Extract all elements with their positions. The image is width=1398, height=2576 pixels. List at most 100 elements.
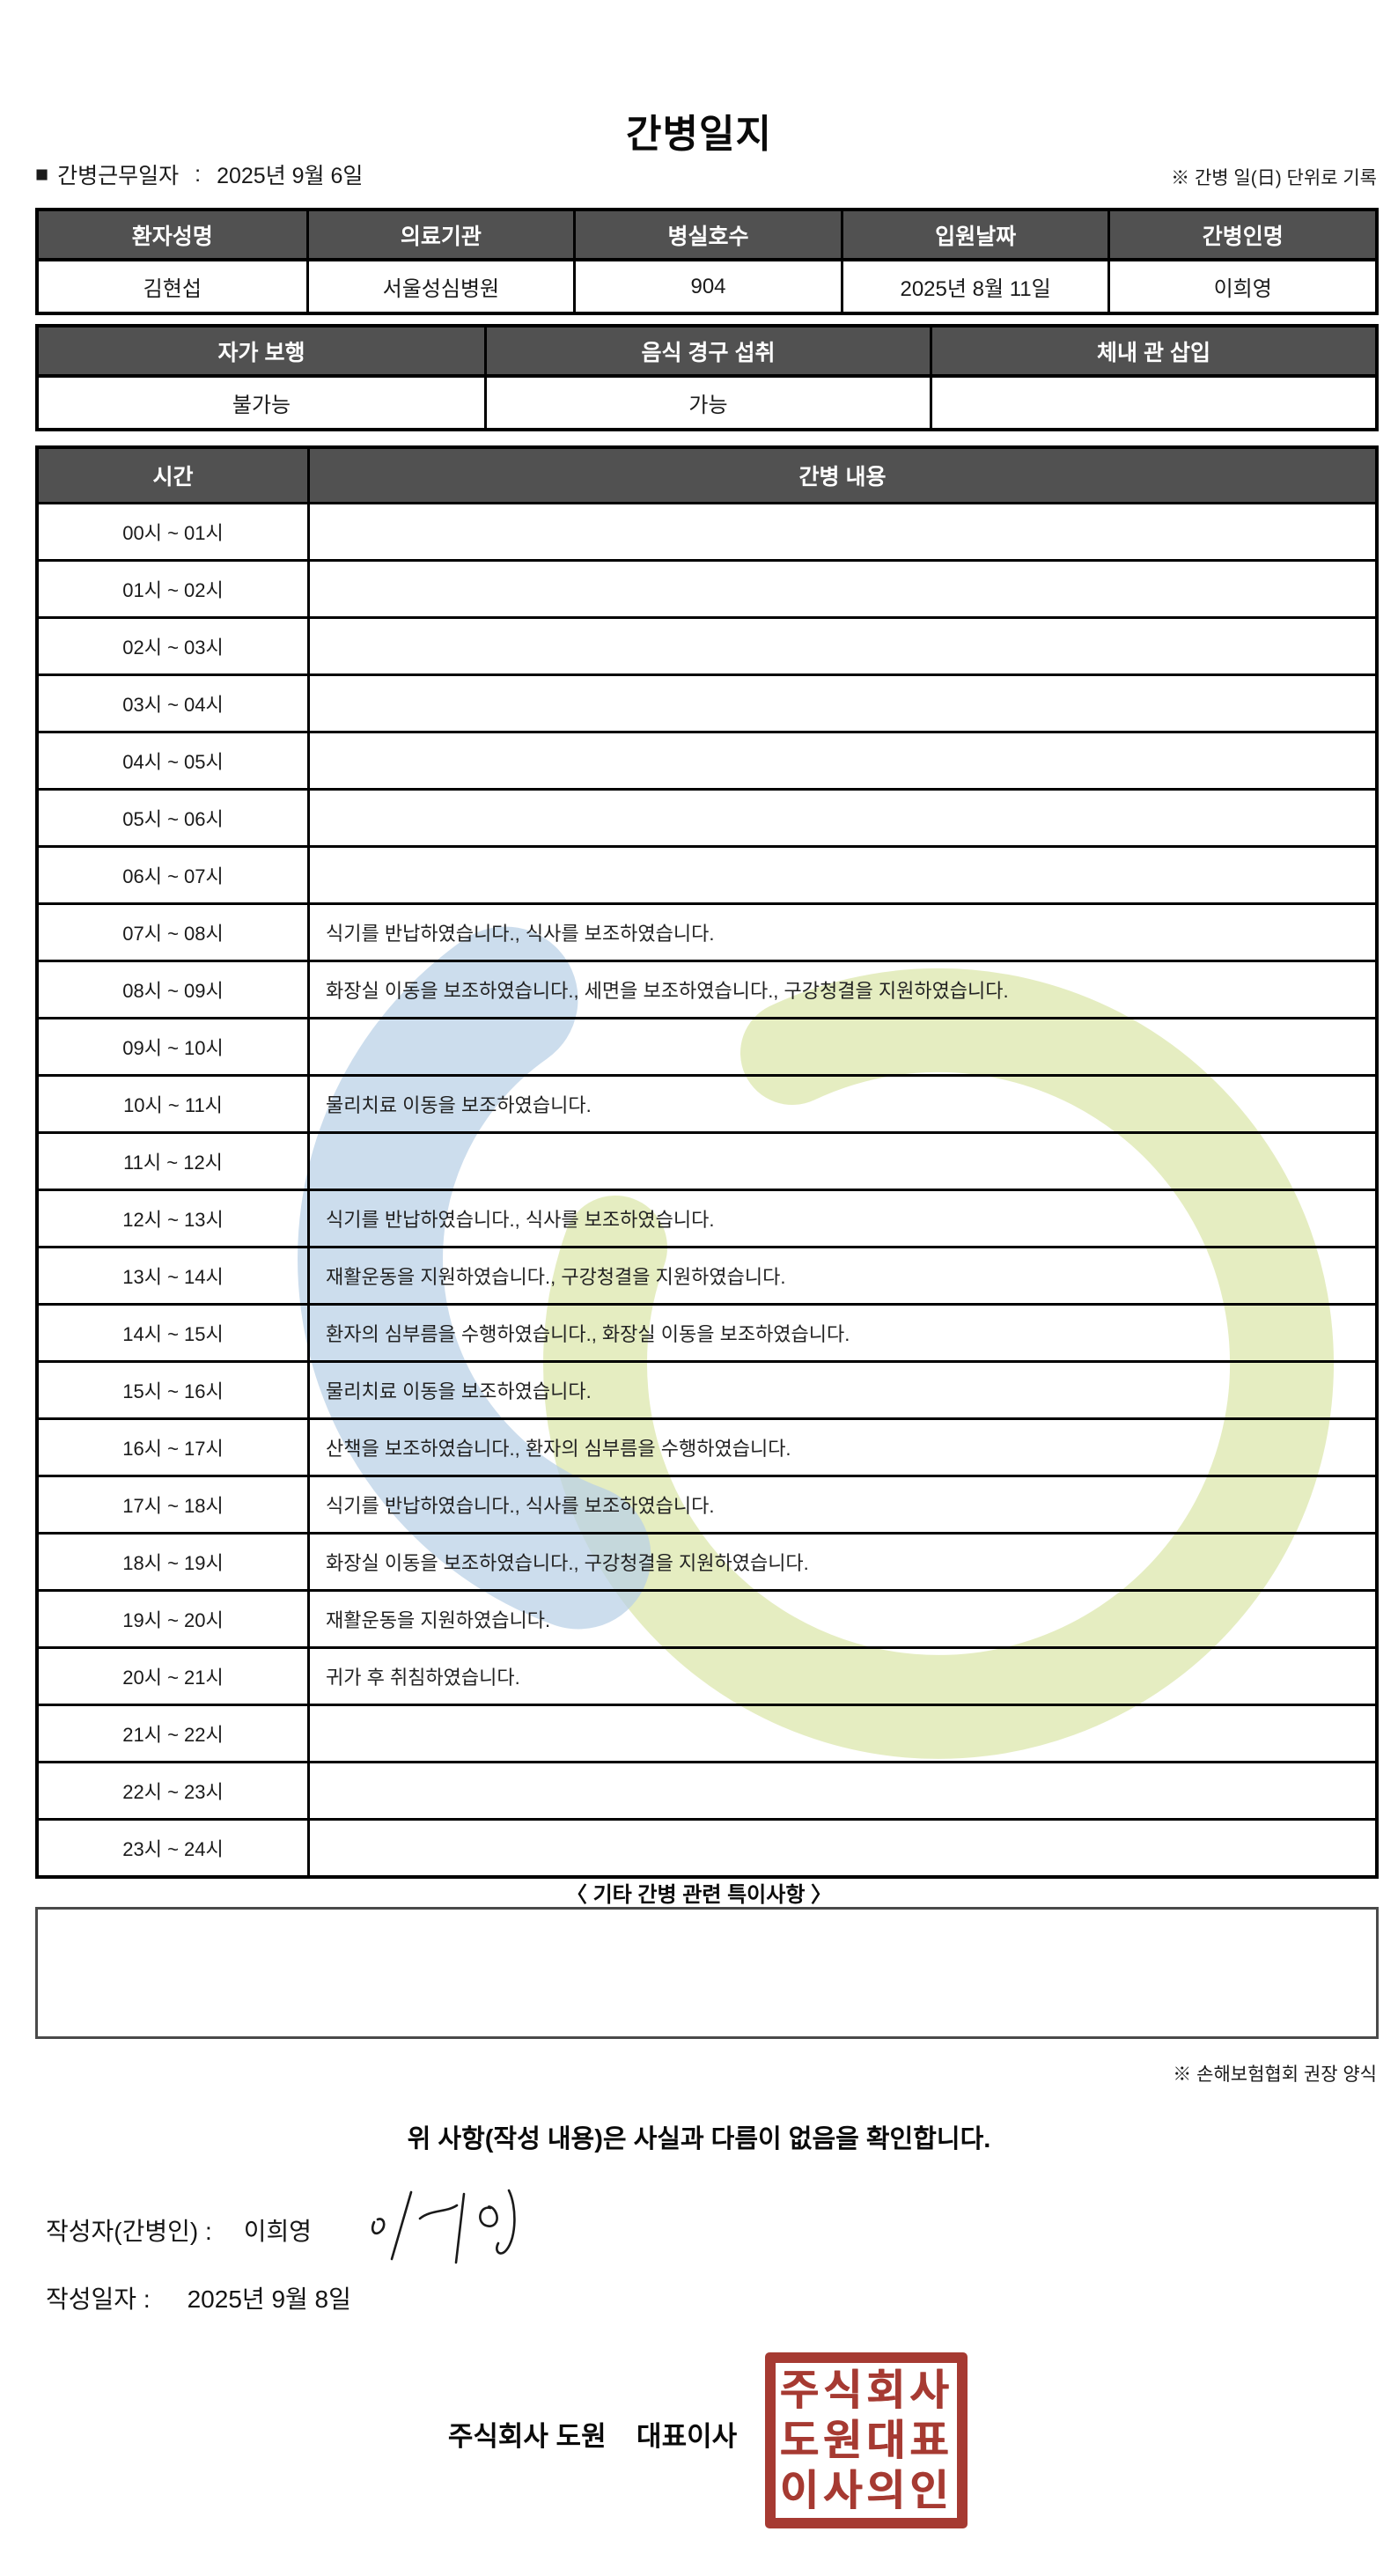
time-range: 23시 ~ 24시 xyxy=(39,1818,307,1875)
care-content xyxy=(307,1761,1375,1818)
care-log-row: 10시 ~ 11시 물리치료 이동을 보조하였습니다. xyxy=(39,1074,1375,1131)
time-range: 20시 ~ 21시 xyxy=(39,1646,307,1704)
condition-table-value-cell xyxy=(930,378,1375,428)
care-log-row: 14시 ~ 15시 환자의 심부름을 수행하였습니다., 화장실 이동을 보조하… xyxy=(39,1303,1375,1360)
care-log-row: 08시 ~ 09시 화장실 이동을 보조하였습니다., 세면을 보조하였습니다.… xyxy=(39,960,1375,1017)
patient-table-header-cell: 간병인명 xyxy=(1107,211,1375,261)
time-range: 07시 ~ 08시 xyxy=(39,902,307,960)
care-log-row: 06시 ~ 07시 xyxy=(39,845,1375,902)
care-log-row: 00시 ~ 01시 xyxy=(39,502,1375,559)
care-log-rows: 00시 ~ 01시 01시 ~ 02시 02시 ~ 03시 03시 ~ 04시 … xyxy=(39,502,1375,1875)
time-range: 06시 ~ 07시 xyxy=(39,845,307,902)
care-content: 산책을 보조하였습니다., 환자의 심부름을 수행하였습니다. xyxy=(307,1417,1375,1475)
time-range: 21시 ~ 22시 xyxy=(39,1704,307,1761)
patient-table-value-cell: 서울성심병원 xyxy=(305,261,574,312)
care-content: 식기를 반납하였습니다., 식사를 보조하였습니다. xyxy=(307,1189,1375,1246)
special-notes-title: 〈 기타 간병 관련 특이사항 〉 xyxy=(565,1883,833,1907)
time-range: 10시 ~ 11시 xyxy=(39,1074,307,1131)
care-log-row: 13시 ~ 14시 재활운동을 지원하였습니다., 구강청결을 지원하였습니다. xyxy=(39,1246,1375,1303)
time-range: 04시 ~ 05시 xyxy=(39,731,307,788)
care-content xyxy=(307,1818,1375,1875)
condition-table-header-cell: 음식 경구 섭취 xyxy=(484,328,930,378)
duty-date-label: 간병근무일자 xyxy=(57,164,180,188)
patient-table-header-cell: 의료기관 xyxy=(305,211,574,261)
meta-line: ■ 간병근무일자 : 2025년 9월 6일 ※ 간병 일(日) 단위로 기록 xyxy=(35,158,1377,190)
seal-text-row: 도원대표 xyxy=(779,2417,953,2464)
care-content xyxy=(307,845,1375,902)
care-log-row: 23시 ~ 24시 xyxy=(39,1818,1375,1875)
condition-table-header-cell: 체내 관 삽입 xyxy=(930,328,1375,378)
patient-info-table: 환자성명 의료기관 병실호수 입원날짜 간병인명 김현섭 서울성심병원 904 2025년 8… xyxy=(35,208,1379,315)
condition-table-value-cell: 불가능 xyxy=(232,394,291,417)
time-range: 11시 ~ 12시 xyxy=(39,1131,307,1189)
writer-name: 이희영 xyxy=(243,2218,313,2245)
care-log-row: 16시 ~ 17시 산책을 보조하였습니다., 환자의 심부름을 수행하였습니다… xyxy=(39,1417,1375,1475)
care-log-row: 18시 ~ 19시 화장실 이동을 보조하였습니다., 구강청결을 지원하였습니… xyxy=(39,1532,1375,1589)
care-content: 물리치료 이동을 보조하였습니다. xyxy=(307,1074,1375,1131)
patient-table-header-cell: 환자성명 xyxy=(39,211,306,261)
patient-table-value-cell: 김현섭 xyxy=(143,277,202,301)
care-content xyxy=(307,731,1375,788)
watermark-blue-crescent xyxy=(298,926,651,1630)
time-range: 13시 ~ 14시 xyxy=(39,1246,307,1303)
patient-table-value-row: 김현섭 서울성심병원 904 2025년 8월 11일 이희영 xyxy=(39,261,1375,312)
condition-table-value-cell: 가능 xyxy=(484,378,930,428)
care-content: 귀가 후 취침하였습니다. xyxy=(307,1646,1375,1704)
duty-date-line: ■ 간병근무일자 : 2025년 9월 6일 xyxy=(35,158,363,190)
page-title: 간병일지 xyxy=(626,113,772,156)
care-log-row: 05시 ~ 06시 xyxy=(39,788,1375,845)
seal-text-row: 주식회사 xyxy=(779,2366,953,2414)
care-content: 화장실 이동을 보조하였습니다., 구강청결을 지원하였습니다. xyxy=(307,1532,1375,1589)
patient-table-value-cell: 2025년 8월 11일 xyxy=(840,261,1108,312)
time-range: 16시 ~ 17시 xyxy=(39,1417,307,1475)
care-content: 식기를 반납하였습니다., 식사를 보조하였습니다. xyxy=(307,902,1375,960)
unit-note: ※ 간병 일(日) 단위로 기록 xyxy=(1171,168,1377,188)
write-date-label: 작성일자 : xyxy=(46,2285,151,2313)
care-log-row: 07시 ~ 08시 식기를 반납하였습니다., 식사를 보조하였습니다. xyxy=(39,902,1375,960)
care-content: 물리치료 이동을 보조하였습니다. xyxy=(307,1360,1375,1417)
content-column-header: 간병 내용 xyxy=(307,449,1375,502)
care-log-row: 04시 ~ 05시 xyxy=(39,731,1375,788)
square-bullet-icon: ■ xyxy=(35,161,49,187)
condition-table-header-row: 자가 보행 음식 경구 섭취 체내 관 삽입 xyxy=(39,328,1375,378)
care-content: 식기를 반납하였습니다., 식사를 보조하였습니다. xyxy=(307,1475,1375,1532)
time-range: 22시 ~ 23시 xyxy=(39,1761,307,1818)
care-content xyxy=(307,1131,1375,1189)
patient-table-value-cell: 이희영 xyxy=(1107,261,1375,312)
colon-separator: : xyxy=(195,161,202,187)
care-log-table: 시간 간병 내용 00시 ~ 01시 01시 ~ 02시 02시 ~ 03시 0… xyxy=(35,445,1379,1879)
writer-label: 작성자(간병인) : xyxy=(46,2218,212,2245)
write-date-value: 2025년 9월 8일 xyxy=(187,2285,351,2313)
time-range: 03시 ~ 04시 xyxy=(39,673,307,731)
time-range: 09시 ~ 10시 xyxy=(39,1017,307,1074)
care-content: 재활운동을 지원하였습니다., 구강청결을 지원하였습니다. xyxy=(307,1246,1375,1303)
patient-table-header-cell: 입원날짜 xyxy=(840,211,1108,261)
time-range: 12시 ~ 13시 xyxy=(39,1189,307,1246)
care-content xyxy=(307,1017,1375,1074)
time-range: 19시 ~ 20시 xyxy=(39,1589,307,1646)
care-log-row: 02시 ~ 03시 xyxy=(39,616,1375,673)
time-range: 08시 ~ 09시 xyxy=(39,960,307,1017)
care-content xyxy=(307,559,1375,616)
condition-table-value-row: 불가능 가능 xyxy=(39,378,1375,428)
care-log-row: 22시 ~ 23시 xyxy=(39,1761,1375,1818)
patient-table-value-cell: 904 xyxy=(573,261,841,312)
time-range: 00시 ~ 01시 xyxy=(39,502,307,559)
time-range: 18시 ~ 19시 xyxy=(39,1532,307,1589)
time-range: 14시 ~ 15시 xyxy=(39,1303,307,1360)
care-log-row: 19시 ~ 20시 재활운동을 지원하였습니다. xyxy=(39,1589,1375,1646)
care-content xyxy=(307,502,1375,559)
care-content: 재활운동을 지원하였습니다. xyxy=(307,1589,1375,1646)
care-content xyxy=(307,616,1375,673)
care-log-row: 20시 ~ 21시 귀가 후 취침하였습니다. xyxy=(39,1646,1375,1704)
condition-info-table: 자가 보행 음식 경구 섭취 체내 관 삽입 불가능 가능 xyxy=(35,324,1379,431)
form-recommendation-note: ※ 손해보험협회 권장 양식 xyxy=(1173,2064,1377,2085)
care-log-row: 09시 ~ 10시 xyxy=(39,1017,1375,1074)
care-log-row: 01시 ~ 02시 xyxy=(39,559,1375,616)
care-log-row: 11시 ~ 12시 xyxy=(39,1131,1375,1189)
patient-table-header-row: 환자성명 의료기관 병실호수 입원날짜 간병인명 xyxy=(39,211,1375,261)
care-log-row: 21시 ~ 22시 xyxy=(39,1704,1375,1761)
care-content xyxy=(307,673,1375,731)
